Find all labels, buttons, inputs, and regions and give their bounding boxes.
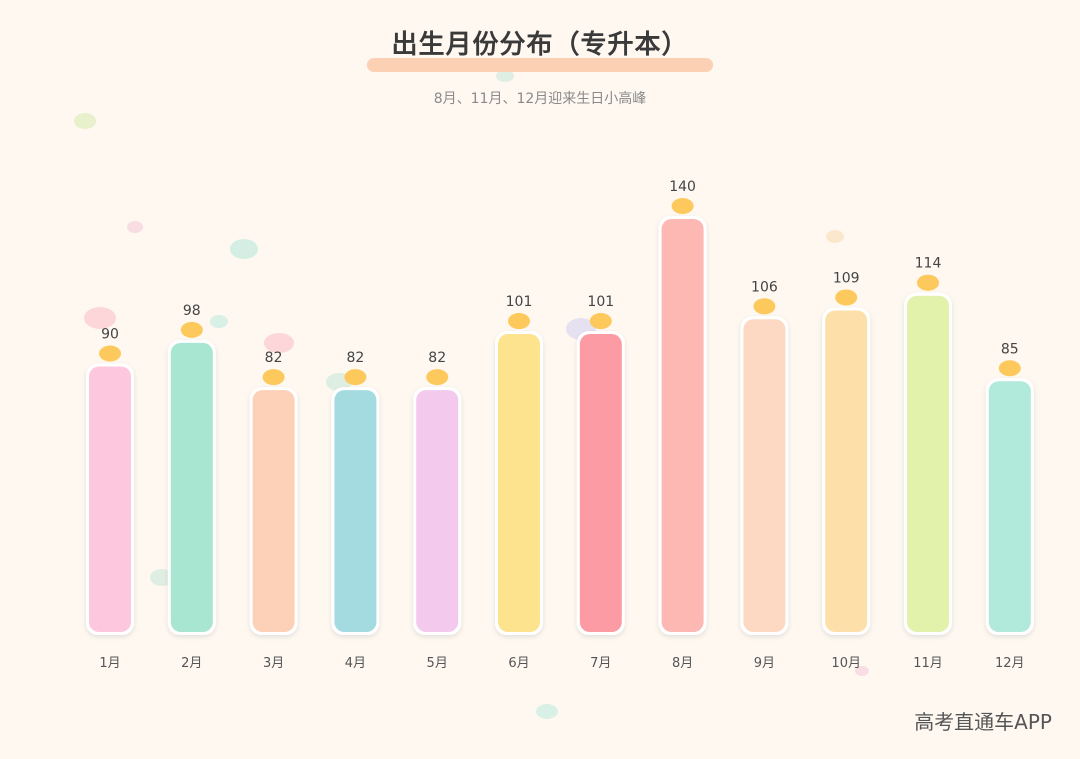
chart-subtitle: 8月、11月、12月迎来生日小高峰 <box>433 91 647 107</box>
bar-cap <box>99 345 121 362</box>
bar-cap <box>753 298 776 315</box>
data-label: 109 <box>833 270 860 286</box>
bar-cap <box>508 313 530 330</box>
decor-dot <box>264 333 294 353</box>
chart-title: 出生月份分布（专升本） <box>391 30 689 60</box>
bar <box>498 334 540 632</box>
bar <box>334 390 377 632</box>
x-tick-label: 6月 <box>508 656 529 671</box>
x-tick-label: 2月 <box>181 656 202 671</box>
decor-dot <box>127 221 143 233</box>
data-label: 90 <box>101 327 119 343</box>
bar <box>661 219 704 632</box>
bar <box>907 295 949 632</box>
watermark-text: 高考直通车APP <box>914 710 1052 734</box>
data-label: 140 <box>669 179 696 195</box>
data-label: 114 <box>915 256 942 272</box>
decor-dot <box>230 239 258 259</box>
x-tick-label: 9月 <box>754 656 775 671</box>
bar <box>170 342 213 632</box>
x-tick-label: 12月 <box>995 656 1025 671</box>
decor-dot <box>855 666 869 676</box>
bar <box>988 381 1031 632</box>
data-label: 98 <box>183 303 201 319</box>
bar-cap <box>917 274 939 291</box>
x-tick-label: 8月 <box>672 656 693 671</box>
title-underline <box>367 58 713 72</box>
bar <box>579 334 622 632</box>
bar-cap <box>998 360 1021 377</box>
x-tick-label: 7月 <box>590 656 611 671</box>
bar-cap <box>262 369 285 386</box>
bar <box>416 390 459 632</box>
x-tick-label: 4月 <box>345 656 366 671</box>
x-tick-label: 10月 <box>831 656 861 671</box>
x-tick-label: 11月 <box>913 656 943 671</box>
bar <box>825 310 868 632</box>
bar-cap <box>426 369 449 386</box>
x-tick-label: 1月 <box>99 656 120 671</box>
x-tick-label: 5月 <box>427 656 448 671</box>
data-label: 101 <box>506 294 533 310</box>
decor-dot <box>826 230 844 243</box>
bar <box>743 319 786 632</box>
x-tick-label: 3月 <box>263 656 284 671</box>
decor-dot <box>84 307 116 329</box>
decor-dot <box>536 704 558 719</box>
data-label: 82 <box>265 350 283 366</box>
bar-cap <box>835 289 858 306</box>
bar-cap <box>671 198 694 214</box>
bar-cap <box>589 313 612 330</box>
data-label: 82 <box>346 350 364 366</box>
data-label: 101 <box>587 294 614 310</box>
bar <box>89 366 131 632</box>
data-label: 106 <box>751 279 778 295</box>
decor-dot <box>210 315 228 328</box>
bar-cap <box>344 369 367 386</box>
bar-cap <box>180 321 203 338</box>
decor-dot <box>496 70 514 82</box>
bar <box>252 390 295 632</box>
bars-layer: 90 1月 98 2月 82 3月 82 4月 82 5月 101 6月 101 7月 140 8月 106 9月… <box>86 179 1034 671</box>
decor-dot <box>74 113 96 129</box>
data-label: 85 <box>1001 341 1019 357</box>
data-label: 82 <box>428 350 446 366</box>
